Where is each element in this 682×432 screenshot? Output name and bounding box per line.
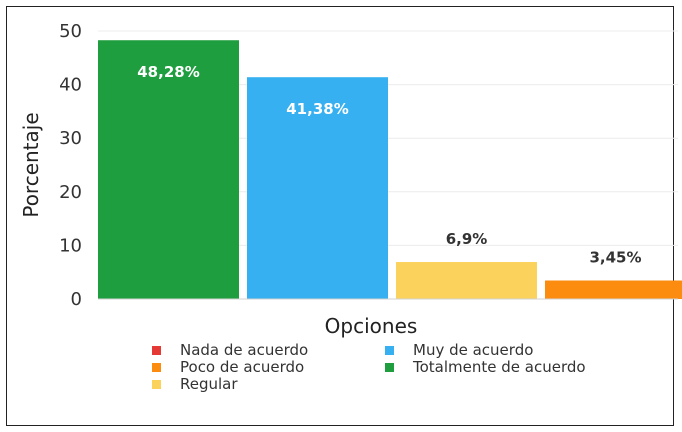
legend-swatch: [152, 380, 161, 389]
bar-value-label: 3,45%: [589, 249, 641, 267]
bar: [247, 77, 388, 299]
y-tick-label: 20: [59, 182, 82, 203]
y-tick-label: 10: [59, 235, 82, 256]
legend-item[interactable]: Poco de acuerdo: [152, 358, 304, 376]
legend-swatch: [385, 363, 394, 372]
legend-label: Muy de acuerdo: [413, 341, 533, 359]
bar: [396, 262, 537, 299]
bar: [545, 280, 682, 299]
legend-label: Poco de acuerdo: [180, 358, 304, 376]
y-tick-label: 40: [59, 75, 82, 96]
x-axis-title: Opciones: [325, 314, 418, 338]
bar-value-label: 41,38%: [286, 100, 348, 118]
legend-item[interactable]: Regular: [152, 375, 238, 393]
bar-value-label: 6,9%: [446, 230, 488, 248]
y-axis-ticks: 0 10 20 30 40 50: [59, 21, 82, 310]
legend-label: Totalmente de acuerdo: [412, 358, 586, 376]
bar-value-label: 48,28%: [137, 63, 199, 81]
legend-item[interactable]: Muy de acuerdo: [385, 341, 533, 359]
y-tick-label: 0: [71, 289, 82, 310]
legend-label: Regular: [180, 375, 238, 393]
legend: Nada de acuerdo Muy de acuerdo Poco de acu…: [152, 341, 586, 393]
legend-label: Nada de acuerdo: [180, 341, 308, 359]
bars: 48,28% 41,38% 6,9% 3,45%: [98, 40, 682, 299]
legend-swatch: [152, 363, 161, 372]
y-tick-label: 30: [59, 128, 82, 149]
legend-swatch: [152, 346, 161, 355]
y-tick-label: 50: [59, 21, 82, 42]
legend-item[interactable]: Totalmente de acuerdo: [385, 358, 586, 376]
bar: [98, 40, 239, 299]
legend-swatch: [385, 346, 394, 355]
y-axis-title: Porcentaje: [19, 112, 43, 217]
legend-item[interactable]: Nada de acuerdo: [152, 341, 308, 359]
